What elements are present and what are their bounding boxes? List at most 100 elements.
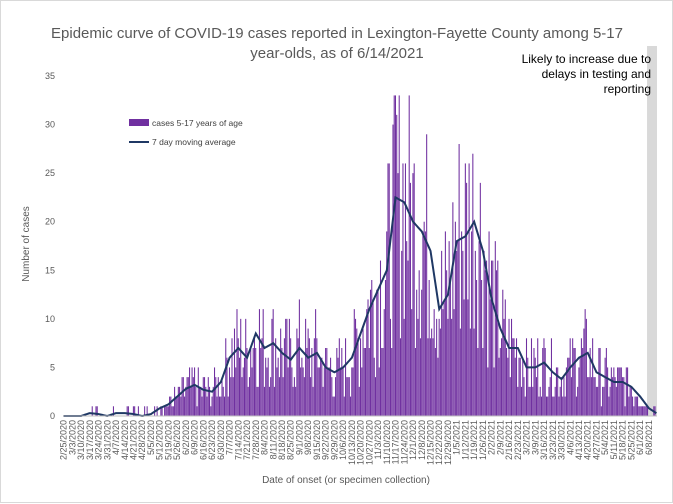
case-bar (645, 406, 647, 416)
case-bar (301, 357, 303, 416)
case-bar (273, 386, 275, 416)
case-bar (639, 406, 641, 416)
delay-annotation: Likely to increase due to delays in test… (522, 52, 652, 96)
case-bar (431, 328, 433, 416)
case-bar (413, 163, 415, 416)
case-bar (179, 386, 181, 416)
case-bar (421, 289, 423, 416)
case-bar (484, 270, 486, 416)
case-bar (530, 338, 533, 416)
x-tick-label: 3/23/2021 (548, 420, 558, 460)
x-tick-label: 3/9/2021 (530, 420, 540, 455)
case-bar (515, 338, 518, 416)
case-bar (347, 377, 349, 416)
x-tick-label: 5/12/2020 (155, 420, 165, 460)
case-bar (358, 386, 360, 416)
case-bar (558, 396, 560, 416)
case-bar (542, 348, 544, 416)
case-bar (494, 241, 496, 416)
case-bar (522, 357, 524, 416)
case-bar (407, 260, 409, 416)
case-bar (518, 357, 520, 416)
x-tick-label: 6/23/2020 (207, 420, 217, 460)
case-bar (429, 338, 431, 416)
case-bar (604, 357, 606, 416)
case-bar (355, 318, 357, 416)
case-bar (612, 377, 614, 416)
x-tick-label: 11/10/2020 (382, 420, 392, 464)
case-bar (492, 260, 494, 416)
case-bar (144, 406, 146, 416)
x-tick-label: 9/15/2020 (312, 420, 322, 460)
case-bar (464, 163, 466, 416)
case-bar (255, 348, 257, 416)
case-bar (292, 386, 294, 416)
case-bar (523, 377, 525, 416)
case-bar (603, 386, 605, 416)
case-bar (583, 328, 585, 416)
case-bar (589, 348, 591, 416)
case-bar (300, 367, 302, 416)
case-bar (525, 338, 528, 416)
case-bar (520, 386, 523, 416)
case-bar (635, 396, 637, 416)
case-bar (169, 396, 171, 416)
bar-series-group (91, 95, 656, 417)
case-bar (511, 318, 513, 416)
case-bar (376, 289, 378, 416)
case-bar (316, 338, 318, 416)
case-bar (406, 241, 408, 416)
case-bar (196, 406, 198, 416)
case-bar (419, 338, 421, 416)
case-bar (175, 396, 177, 416)
case-bar (609, 386, 611, 416)
case-bar (412, 173, 414, 416)
case-bar (318, 367, 320, 416)
case-bar (346, 377, 348, 416)
x-tick-label: 1/12/2021 (460, 420, 470, 460)
case-bar (342, 367, 344, 416)
case-bar (638, 406, 640, 416)
x-tick-label: 1/5/2021 (452, 420, 462, 455)
case-bar (265, 357, 267, 416)
case-bar (537, 338, 539, 416)
case-bar (401, 250, 403, 416)
case-bar (524, 396, 526, 416)
annotation-line-1: Likely to increase due to (522, 52, 652, 66)
case-bar (91, 406, 93, 416)
case-bar (305, 318, 307, 416)
case-bar (514, 357, 516, 416)
case-bar (212, 386, 214, 416)
case-bar (270, 377, 272, 416)
case-bar (478, 241, 480, 416)
case-bar (619, 367, 621, 416)
case-bar (590, 377, 592, 416)
case-bar (392, 124, 394, 416)
case-bar (310, 377, 312, 416)
case-bar (95, 406, 97, 416)
case-bar (434, 348, 436, 416)
case-bar (426, 134, 428, 417)
case-bar (620, 367, 622, 416)
x-tick-label: 4/27/2021 (591, 420, 601, 460)
x-tick-label: 3/3/2020 (67, 420, 77, 455)
case-bar (599, 348, 601, 416)
case-bar (352, 367, 354, 416)
y-tick-label: 20 (45, 217, 55, 227)
case-bar (539, 386, 541, 416)
case-bar (341, 348, 343, 416)
case-bar (372, 299, 374, 416)
x-tick-label: 10/6/2020 (338, 420, 348, 460)
case-bar (146, 406, 148, 416)
x-tick-label: 7/21/2020 (242, 420, 252, 460)
case-bar (218, 396, 221, 416)
case-bar (176, 396, 178, 416)
case-bar (393, 95, 395, 417)
case-bar (534, 357, 536, 416)
case-bar (528, 386, 530, 416)
case-bar (282, 377, 284, 416)
case-bar (377, 289, 379, 416)
case-bar (351, 367, 353, 416)
case-bar (479, 182, 481, 416)
case-bar (399, 338, 401, 416)
